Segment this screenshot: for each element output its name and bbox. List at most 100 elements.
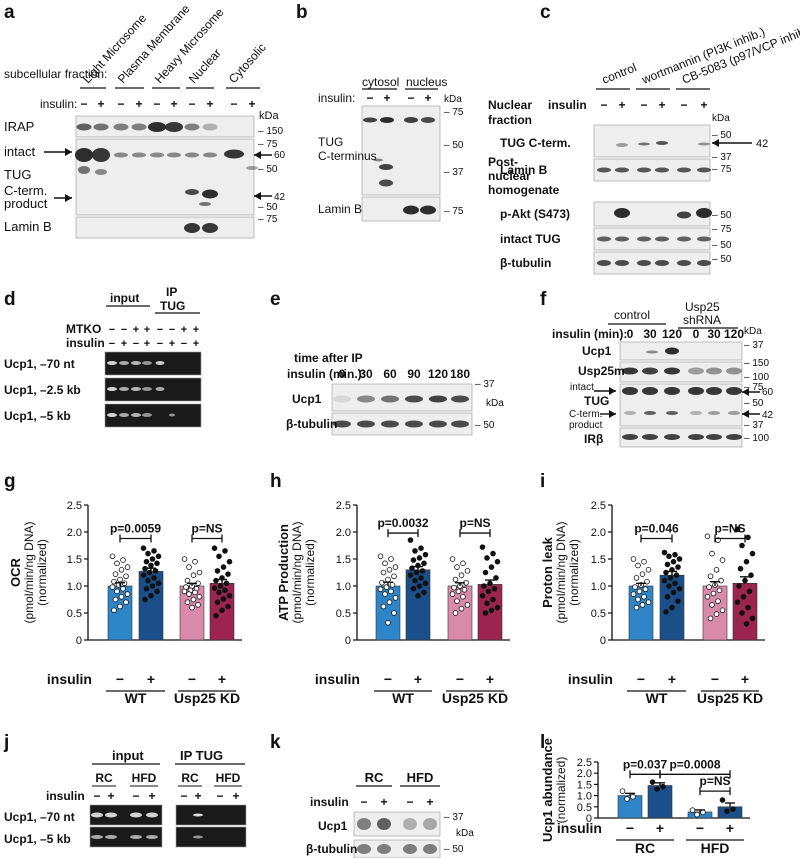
blot-label-irap: IRAP <box>4 119 34 134</box>
y-tick-label: 0 <box>76 635 82 647</box>
data-point <box>736 583 742 589</box>
insulin-sign: + <box>135 97 142 111</box>
gel-band <box>130 835 142 839</box>
data-point <box>118 566 125 573</box>
mtko-sign: + <box>181 324 187 336</box>
band-irb <box>642 434 658 440</box>
data-point <box>488 564 495 570</box>
band-tug-intact <box>664 387 680 395</box>
band-tug-intact <box>224 149 244 159</box>
data-point <box>490 596 496 603</box>
data-point <box>196 593 203 600</box>
insulin-sign: − <box>116 671 124 687</box>
insulin-sign: + <box>726 820 734 836</box>
band-irb <box>622 434 638 440</box>
band-ucp1 <box>423 818 437 830</box>
y-axis-label: (pmol/min/ng DNA) <box>290 521 304 623</box>
marker: 42 <box>274 192 286 203</box>
insulin-sign: − <box>640 98 647 112</box>
bar <box>687 811 713 819</box>
data-point <box>117 603 123 610</box>
data-point <box>464 568 471 574</box>
y-tick-label: 0 <box>586 813 592 825</box>
blot-label-tug: TUG <box>584 394 609 408</box>
insulin-sign: − <box>93 789 100 803</box>
y-tick-label: 1.5 <box>577 779 592 791</box>
data-point <box>630 591 637 597</box>
marker: – 150 <box>258 126 283 137</box>
gel-band <box>142 413 152 417</box>
data-point <box>380 569 387 576</box>
group-label: HFD <box>701 840 730 856</box>
data-point <box>413 569 420 576</box>
band-irb <box>706 434 722 440</box>
data-point <box>419 568 426 574</box>
blot-label-laminb: Lamin B <box>318 202 362 216</box>
kda-label: kDa <box>259 110 279 122</box>
gel-band <box>169 413 175 417</box>
data-point <box>382 560 388 567</box>
data-point <box>388 588 394 595</box>
data-point <box>490 550 496 557</box>
band-pakt <box>696 208 712 218</box>
band-tubulin <box>451 420 469 428</box>
band-tug-intact <box>167 152 181 158</box>
data-point <box>719 557 726 563</box>
time-label: 0 <box>339 367 346 381</box>
group-label: WT <box>392 690 414 706</box>
marker: – 50 <box>444 844 464 855</box>
data-point <box>454 564 460 570</box>
gel-label: Ucp1, –70 nt <box>4 810 75 824</box>
blot-label-tug: TUG <box>318 135 343 149</box>
kda-label: kDa <box>456 828 474 839</box>
data-point <box>661 577 668 584</box>
y-tick-label: 2.5 <box>67 500 82 512</box>
band-irap <box>148 122 166 132</box>
y-tick-label: 1.5 <box>591 554 606 566</box>
data-point <box>226 558 233 565</box>
gel-ip-5kb <box>175 826 247 848</box>
band-laminb <box>597 167 611 173</box>
time-label: 0 <box>693 327 700 341</box>
p-value-label: p=NS <box>459 516 490 530</box>
band-tug-cterm <box>708 411 720 415</box>
data-point <box>416 555 423 561</box>
panel-label-e: e <box>270 289 281 310</box>
blot-tug-cterm <box>593 124 711 158</box>
insulin-sign: + <box>414 671 422 687</box>
marker: 42 <box>762 410 774 421</box>
blot-laminb <box>593 158 711 182</box>
insulin-sign: + <box>121 338 127 350</box>
insulin-sign: + <box>107 789 114 803</box>
data-point <box>619 788 626 794</box>
band-tug-cterm <box>624 411 636 415</box>
y-axis-label: ATP Production <box>276 524 291 621</box>
data-point <box>482 569 489 576</box>
gel-label: Ucp1, –70 nt <box>4 357 75 371</box>
band-usp25m <box>706 367 722 375</box>
data-point <box>410 557 417 563</box>
insulin-sign: − <box>188 97 195 111</box>
data-point <box>418 575 424 581</box>
data-point <box>149 556 156 562</box>
band-cterm <box>698 142 710 146</box>
y-axis-label: (pmol/min/ng DNA) <box>22 521 36 623</box>
data-point <box>148 562 154 569</box>
insulin-sign: + <box>218 671 226 687</box>
panel-label-k: k <box>270 732 281 753</box>
gel-input-70nt <box>89 804 163 826</box>
data-point <box>216 589 222 596</box>
data-point <box>666 553 672 560</box>
p-value-label: p=0.0059 <box>110 521 161 535</box>
blot-label-irb: IRβ <box>584 432 603 446</box>
y-tick-label: 1.0 <box>577 791 592 803</box>
data-point <box>410 585 417 592</box>
band-laminb <box>202 223 218 233</box>
insulin-sign: − <box>157 338 163 350</box>
data-point <box>676 585 683 592</box>
band-irap <box>113 123 129 131</box>
arrow-60-head <box>742 388 749 396</box>
data-point <box>709 550 715 557</box>
blot-label-product: product <box>569 420 603 431</box>
blot-label-laminb: Lamin B <box>500 163 548 177</box>
